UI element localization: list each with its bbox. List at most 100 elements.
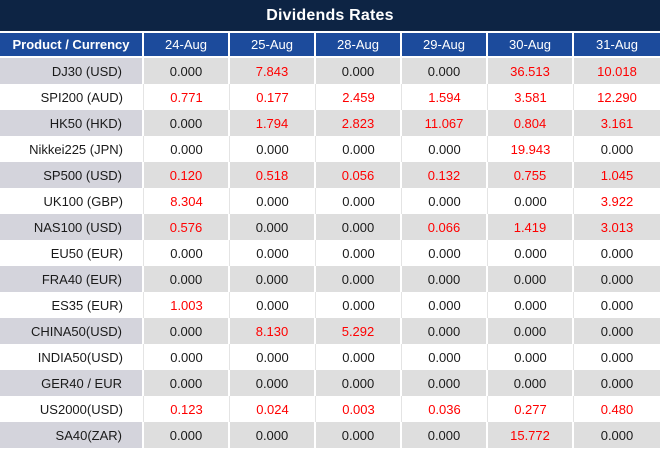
dividend-value-cell: 0.000 [488, 266, 574, 292]
table-row: GER40 / EUR 0.000 0.000 0.000 0.000 0.000 0.00… [0, 370, 660, 396]
dividend-value-cell: 0.000 [144, 318, 230, 344]
dividend-value-cell: 0.000 [402, 318, 488, 344]
dividend-value-cell: 7.843 [230, 58, 316, 84]
dividend-value-cell: 0.000 [230, 136, 316, 162]
dividends-table: Product / Currency 24-Aug 25-Aug 28-Aug 29-… [0, 33, 660, 448]
product-cell: Nikkei225 (JPN) [0, 136, 144, 162]
product-cell: NAS100 (USD) [0, 214, 144, 240]
dividend-value-cell: 0.000 [574, 422, 660, 448]
dividend-value-cell: 0.000 [574, 344, 660, 370]
table-row: DJ30 (USD) 0.000 7.843 0.000 0.000 36.513 10.0… [0, 58, 660, 84]
dividend-value-cell: 1.003 [144, 292, 230, 318]
date-header: 24-Aug [144, 33, 230, 58]
dividend-value-cell: 1.045 [574, 162, 660, 188]
product-cell: UK100 (GBP) [0, 188, 144, 214]
dividend-value-cell: 0.000 [488, 318, 574, 344]
product-cell: SPI200 (AUD) [0, 84, 144, 110]
table-row: SP500 (USD) 0.120 0.518 0.056 0.132 0.755 1.04… [0, 162, 660, 188]
product-cell: DJ30 (USD) [0, 58, 144, 84]
dividend-value-cell: 0.000 [402, 240, 488, 266]
dividend-value-cell: 19.943 [488, 136, 574, 162]
dividend-value-cell: 0.000 [316, 292, 402, 318]
dividend-value-cell: 0.000 [144, 266, 230, 292]
dividend-value-cell: 1.419 [488, 214, 574, 240]
dividend-value-cell: 0.000 [402, 266, 488, 292]
dividend-value-cell: 0.000 [574, 318, 660, 344]
table-row: Nikkei225 (JPN) 0.000 0.000 0.000 0.000 19.94… [0, 136, 660, 162]
dividend-value-cell: 0.000 [144, 370, 230, 396]
date-header: 31-Aug [574, 33, 660, 58]
date-header: 25-Aug [230, 33, 316, 58]
dividend-value-cell: 5.292 [316, 318, 402, 344]
dividend-value-cell: 0.000 [144, 110, 230, 136]
dividend-value-cell: 0.000 [316, 240, 402, 266]
dividend-value-cell: 3.161 [574, 110, 660, 136]
dividend-value-cell: 1.794 [230, 110, 316, 136]
product-cell: SP500 (USD) [0, 162, 144, 188]
product-cell: EU50 (EUR) [0, 240, 144, 266]
dividend-value-cell: 0.000 [144, 344, 230, 370]
product-currency-header: Product / Currency [0, 33, 144, 58]
dividend-value-cell: 0.000 [316, 344, 402, 370]
dividend-value-cell: 0.000 [488, 370, 574, 396]
table-row: CHINA50(USD) 0.000 8.130 5.292 0.000 0.000 0.0… [0, 318, 660, 344]
dividend-value-cell: 0.024 [230, 396, 316, 422]
dividend-value-cell: 0.000 [316, 136, 402, 162]
table-row: UK100 (GBP) 8.304 0.000 0.000 0.000 0.000 3.92… [0, 188, 660, 214]
dividend-value-cell: 0.132 [402, 162, 488, 188]
dividend-value-cell: 0.000 [144, 422, 230, 448]
dividend-value-cell: 0.000 [574, 136, 660, 162]
product-cell: CHINA50(USD) [0, 318, 144, 344]
dividend-value-cell: 0.120 [144, 162, 230, 188]
date-header: 29-Aug [402, 33, 488, 58]
date-header: 28-Aug [316, 33, 402, 58]
dividend-value-cell: 0.000 [488, 292, 574, 318]
dividend-value-cell: 8.130 [230, 318, 316, 344]
product-cell: GER40 / EUR [0, 370, 144, 396]
dividend-value-cell: 0.000 [574, 240, 660, 266]
dividend-value-cell: 0.000 [402, 344, 488, 370]
dividend-value-cell: 0.000 [230, 266, 316, 292]
table-row: SA40(ZAR) 0.000 0.000 0.000 0.000 15.772 0.000 [0, 422, 660, 448]
dividend-value-cell: 0.000 [574, 292, 660, 318]
dividend-value-cell: 0.480 [574, 396, 660, 422]
table-body: DJ30 (USD) 0.000 7.843 0.000 0.000 36.513 10.0… [0, 58, 660, 448]
dividend-value-cell: 0.755 [488, 162, 574, 188]
dividend-value-cell: 0.000 [402, 136, 488, 162]
dividend-value-cell: 0.000 [230, 370, 316, 396]
dividend-value-cell: 3.922 [574, 188, 660, 214]
dividend-value-cell: 0.000 [316, 422, 402, 448]
product-cell: ES35 (EUR) [0, 292, 144, 318]
table-header-row: Product / Currency 24-Aug 25-Aug 28-Aug 29-… [0, 33, 660, 58]
dividend-value-cell: 0.000 [402, 292, 488, 318]
table-row: US2000(USD) 0.123 0.024 0.003 0.036 0.277 0.48… [0, 396, 660, 422]
dividend-value-cell: 0.000 [488, 240, 574, 266]
dividend-value-cell: 0.056 [316, 162, 402, 188]
dividend-value-cell: 0.000 [230, 214, 316, 240]
dividend-value-cell: 0.576 [144, 214, 230, 240]
dividend-value-cell: 12.290 [574, 84, 660, 110]
panel-title: Dividends Rates [0, 0, 660, 33]
dividend-value-cell: 8.304 [144, 188, 230, 214]
dividend-value-cell: 0.000 [316, 266, 402, 292]
dividend-value-cell: 0.000 [316, 188, 402, 214]
table-row: FRA40 (EUR) 0.000 0.000 0.000 0.000 0.000 0.00… [0, 266, 660, 292]
dividend-value-cell: 0.003 [316, 396, 402, 422]
dividend-value-cell: 0.000 [402, 188, 488, 214]
dividend-value-cell: 0.000 [144, 58, 230, 84]
table-row: NAS100 (USD) 0.576 0.000 0.000 0.066 1.419 3.0… [0, 214, 660, 240]
dividend-value-cell: 0.000 [402, 370, 488, 396]
dividend-value-cell: 0.000 [574, 370, 660, 396]
table-row: SPI200 (AUD) 0.771 0.177 2.459 1.594 3.581 12.… [0, 84, 660, 110]
dividend-value-cell: 0.000 [230, 188, 316, 214]
dividend-value-cell: 0.000 [402, 58, 488, 84]
dividend-value-cell: 0.804 [488, 110, 574, 136]
product-cell: SA40(ZAR) [0, 422, 144, 448]
product-cell: FRA40 (EUR) [0, 266, 144, 292]
date-header: 30-Aug [488, 33, 574, 58]
dividend-value-cell: 2.823 [316, 110, 402, 136]
table-row: INDIA50(USD) 0.000 0.000 0.000 0.000 0.000 0.0… [0, 344, 660, 370]
dividend-value-cell: 1.594 [402, 84, 488, 110]
dividend-value-cell: 36.513 [488, 58, 574, 84]
